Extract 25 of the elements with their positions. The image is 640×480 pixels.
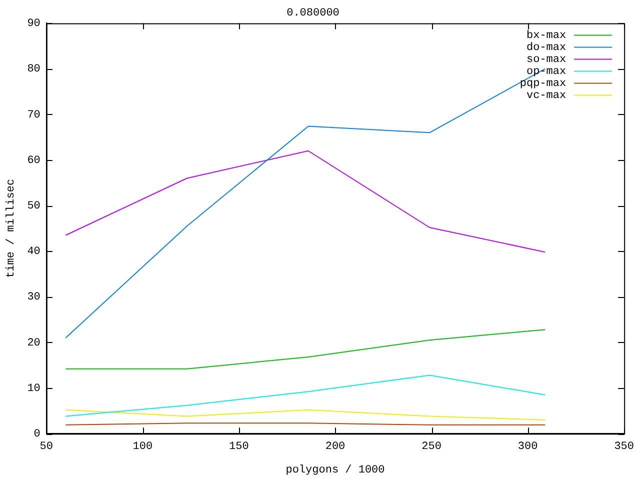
- y-tick-label: 70: [27, 109, 40, 122]
- y-tick-label: 0: [34, 428, 40, 441]
- y-tick-label: 80: [27, 64, 40, 76]
- x-tick-label: 200: [325, 441, 346, 454]
- y-tick-label: 20: [27, 337, 40, 350]
- y-tick-label: 10: [27, 382, 40, 395]
- x-tick-label: 50: [40, 441, 54, 454]
- y-axis-title: time / millisec: [6, 178, 18, 278]
- legend-label: vc-max: [526, 90, 566, 102]
- legend-label: so-max: [526, 54, 566, 66]
- x-tick-label: 100: [132, 441, 153, 454]
- y-tick-label: 90: [27, 18, 40, 30]
- legend-label: bx-max: [526, 30, 566, 42]
- y-tick-label: 30: [27, 292, 40, 304]
- y-tick-label: 60: [27, 154, 40, 167]
- x-tick-label: 250: [422, 441, 442, 454]
- legend-label: do-max: [526, 42, 566, 54]
- x-tick-label: 150: [229, 441, 249, 454]
- y-tick-label: 40: [27, 246, 40, 258]
- legend-label: pqp-max: [520, 78, 566, 90]
- y-tick-label: 50: [27, 200, 40, 213]
- chart-title: 0.080000: [286, 8, 340, 20]
- x-tick-label: 300: [518, 441, 538, 454]
- x-axis-title: polygons / 1000: [286, 464, 385, 476]
- x-tick-label: 350: [614, 441, 634, 454]
